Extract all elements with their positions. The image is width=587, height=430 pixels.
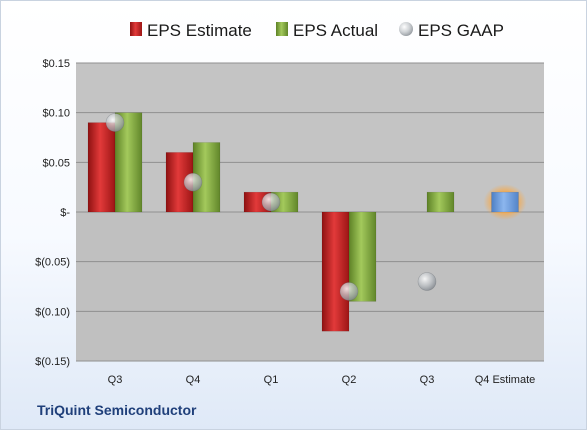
gaap-marker xyxy=(417,272,437,291)
y-tick-label: $(0.15) xyxy=(35,356,70,368)
y-tick-label: $(0.05) xyxy=(35,257,70,269)
x-tick-label: Q1 xyxy=(264,374,279,386)
gaap-marker xyxy=(339,282,359,301)
x-axis-ticks: Q3 Q4 Q1 Q2 Q3 Q4 Estimate xyxy=(108,374,536,386)
x-tick-label: Q4 xyxy=(186,374,201,386)
legend-item-eps-estimate: EPS Estimate xyxy=(130,21,252,40)
x-tick-label: Q4 Estimate xyxy=(475,374,536,386)
legend-item-eps-gaap: EPS GAAP xyxy=(399,21,504,40)
bar-eps-estimate xyxy=(321,211,350,332)
legend-item-eps-actual: EPS Actual xyxy=(276,21,378,40)
plot-area-lower xyxy=(76,212,544,361)
gridlines xyxy=(76,62,544,362)
y-tick-label: $0.10 xyxy=(42,108,70,120)
bar-eps-actual xyxy=(426,191,455,213)
y-tick-label: $0.15 xyxy=(42,58,70,70)
bar-eps-estimate xyxy=(87,122,116,213)
x-tick-label: Q3 xyxy=(420,374,435,386)
gaap-marker xyxy=(105,113,125,132)
gaap-marker xyxy=(183,172,203,192)
y-tick-label: $0.05 xyxy=(42,157,70,169)
bar-eps-estimate-q4 xyxy=(491,191,519,213)
legend-label-eps-actual: EPS Actual xyxy=(293,21,378,40)
x-tick-label: Q3 xyxy=(108,374,123,386)
company-name: TriQuint Semiconductor xyxy=(37,402,197,418)
gaap-markers xyxy=(105,113,437,301)
y-tick-label: $- xyxy=(60,207,70,219)
x-tick-label: Q2 xyxy=(342,374,357,386)
plot-area-upper xyxy=(76,63,544,212)
y-axis-ticks: $0.15 $0.10 $0.05 $- $(0.05) $(0.10) $(0.15) xyxy=(35,58,70,368)
legend-label-eps-estimate: EPS Estimate xyxy=(147,21,252,40)
y-tick-label: $(0.10) xyxy=(35,306,70,318)
legend: EPS Estimate EPS Actual EPS GAAP xyxy=(130,21,504,40)
gaap-marker xyxy=(261,192,281,212)
legend-label-eps-gaap: EPS GAAP xyxy=(418,21,504,40)
